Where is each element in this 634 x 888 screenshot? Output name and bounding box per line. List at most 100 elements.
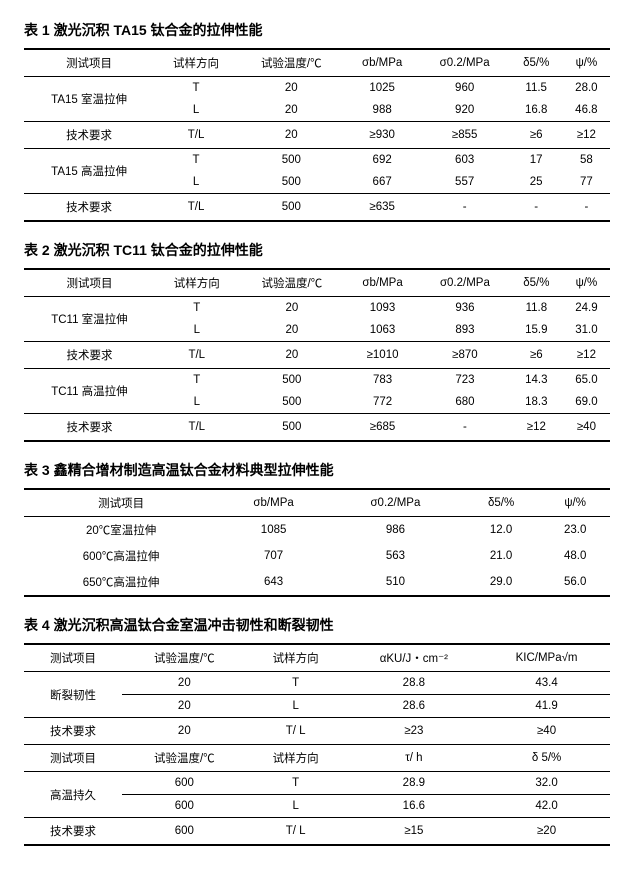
data-cell: 603 [420,149,510,172]
data-cell: ≥15 [345,818,483,846]
inner-header-cell: δ 5/% [483,745,610,772]
data-cell: 46.8 [563,99,610,122]
col-header: σ0.2/MPa [329,489,462,517]
data-cell: L [154,99,238,122]
col-header: ψ/% [563,269,610,297]
table-row: 断裂韧性20T28.843.4 [24,672,610,695]
row-label: 技术要求 [24,122,154,149]
row-label: 技术要求 [24,718,122,745]
data-cell: 986 [329,517,462,544]
data-cell: 600 [122,795,247,818]
data-cell: ≥930 [345,122,420,149]
data-cell: 893 [420,319,510,342]
table-block-t2: 表 2 激光沉积 TC11 钛合金的拉伸性能测试项目试样方向试验温度/℃σb/M… [24,240,610,442]
col-header: 测试项目 [24,644,122,672]
data-cell: 20 [122,672,247,695]
data-cell: T [247,672,345,695]
data-cell: 667 [345,171,420,194]
col-header: 试样方向 [247,644,345,672]
data-cell: ≥1010 [345,342,420,369]
data-cell: T [154,77,238,100]
table-row: 技术要求T/L20≥1010≥870≥6≥12 [24,342,610,369]
data-cell: T/ L [247,818,345,846]
data-cell: 69.0 [563,391,610,414]
data-cell: 65.0 [563,369,610,392]
row-label: 20℃室温拉伸 [24,517,218,544]
data-cell: 15.9 [510,319,563,342]
data-cell: 20 [239,319,345,342]
inner-header-cell: τ/ h [345,745,483,772]
data-cell: T/ L [247,718,345,745]
data-cell: ≥6 [510,342,563,369]
row-label: 断裂韧性 [24,672,122,718]
table-row: 650℃高温拉伸64351029.056.0 [24,569,610,596]
data-cell: 20 [122,695,247,718]
data-cell: T/L [155,414,239,442]
col-header: σb/MPa [218,489,329,517]
col-header: 测试项目 [24,269,155,297]
data-cell: 43.4 [483,672,610,695]
table-row: 技术要求T/L500≥635--- [24,194,610,222]
table-row: 600℃高温拉伸70756321.048.0 [24,543,610,569]
data-cell: 1063 [345,319,420,342]
data-cell: 48.0 [540,543,610,569]
table-row: 技术要求20T/ L≥23≥40 [24,718,610,745]
data-cell: 960 [420,77,510,100]
data-cell: 1025 [345,77,420,100]
col-header: αKU/J・cm⁻² [345,644,483,672]
data-cell: 25 [510,171,563,194]
data-cell: 56.0 [540,569,610,596]
table-row: 测试项目试验温度/℃试样方向τ/ hδ 5/% [24,745,610,772]
data-cell: T/L [154,194,238,222]
data-cell: 500 [238,194,345,222]
table-caption: 表 1 激光沉积 TA15 钛合金的拉伸性能 [24,20,610,40]
inner-header-cell: 试样方向 [247,745,345,772]
row-label: 技术要求 [24,818,122,846]
data-cell: 510 [329,569,462,596]
table-row: 技术要求T/L500≥685-≥12≥40 [24,414,610,442]
data-cell: 17 [510,149,563,172]
data-cell: 58 [563,149,610,172]
table-block-t1: 表 1 激光沉积 TA15 钛合金的拉伸性能测试项目试样方向试验温度/℃σb/M… [24,20,610,222]
data-cell: ≥20 [483,818,610,846]
data-cell: 1085 [218,517,329,544]
data-cell: 988 [345,99,420,122]
col-header: 试验温度/℃ [122,644,247,672]
table-row: TC11 室温拉伸T20109393611.824.9 [24,297,610,320]
row-label: 600℃高温拉伸 [24,543,218,569]
data-cell: 600 [122,818,247,846]
data-cell: L [155,319,239,342]
row-label: TC11 高温拉伸 [24,369,155,414]
col-header: δ5/% [510,49,563,77]
data-cell: ≥23 [345,718,483,745]
table-row: TA15 高温拉伸T5006926031758 [24,149,610,172]
data-cell: T [247,772,345,795]
col-header: 试验温度/℃ [238,49,345,77]
data-cell: ≥12 [510,414,563,442]
data-cell: 20 [238,77,345,100]
data-table: 测试项目试样方向试验温度/℃σb/MPaσ0.2/MPaδ5/%ψ/%TC11 … [24,268,610,442]
data-cell: 500 [239,369,345,392]
data-cell: 42.0 [483,795,610,818]
data-cell: 20 [238,122,345,149]
data-cell: 31.0 [563,319,610,342]
col-header: 试样方向 [154,49,238,77]
col-header: σb/MPa [345,269,420,297]
col-header: 试验温度/℃ [239,269,345,297]
data-table: 测试项目σb/MPaσ0.2/MPaδ5/%ψ/%20℃室温拉伸10859861… [24,488,610,597]
data-cell: 20 [239,342,345,369]
data-cell: 21.0 [462,543,540,569]
data-cell: - [420,414,510,442]
data-cell: 11.5 [510,77,563,100]
data-cell: 14.3 [510,369,563,392]
col-header: σ0.2/MPa [420,49,510,77]
data-cell: T [155,369,239,392]
data-cell: 680 [420,391,510,414]
data-cell: T/L [154,122,238,149]
data-cell: 24.9 [563,297,610,320]
data-cell: 723 [420,369,510,392]
row-label: 高温持久 [24,772,122,818]
data-cell: 28.6 [345,695,483,718]
data-table: 测试项目试样方向试验温度/℃σb/MPaσ0.2/MPaδ5/%ψ/%TA15 … [24,48,610,222]
data-cell: 563 [329,543,462,569]
